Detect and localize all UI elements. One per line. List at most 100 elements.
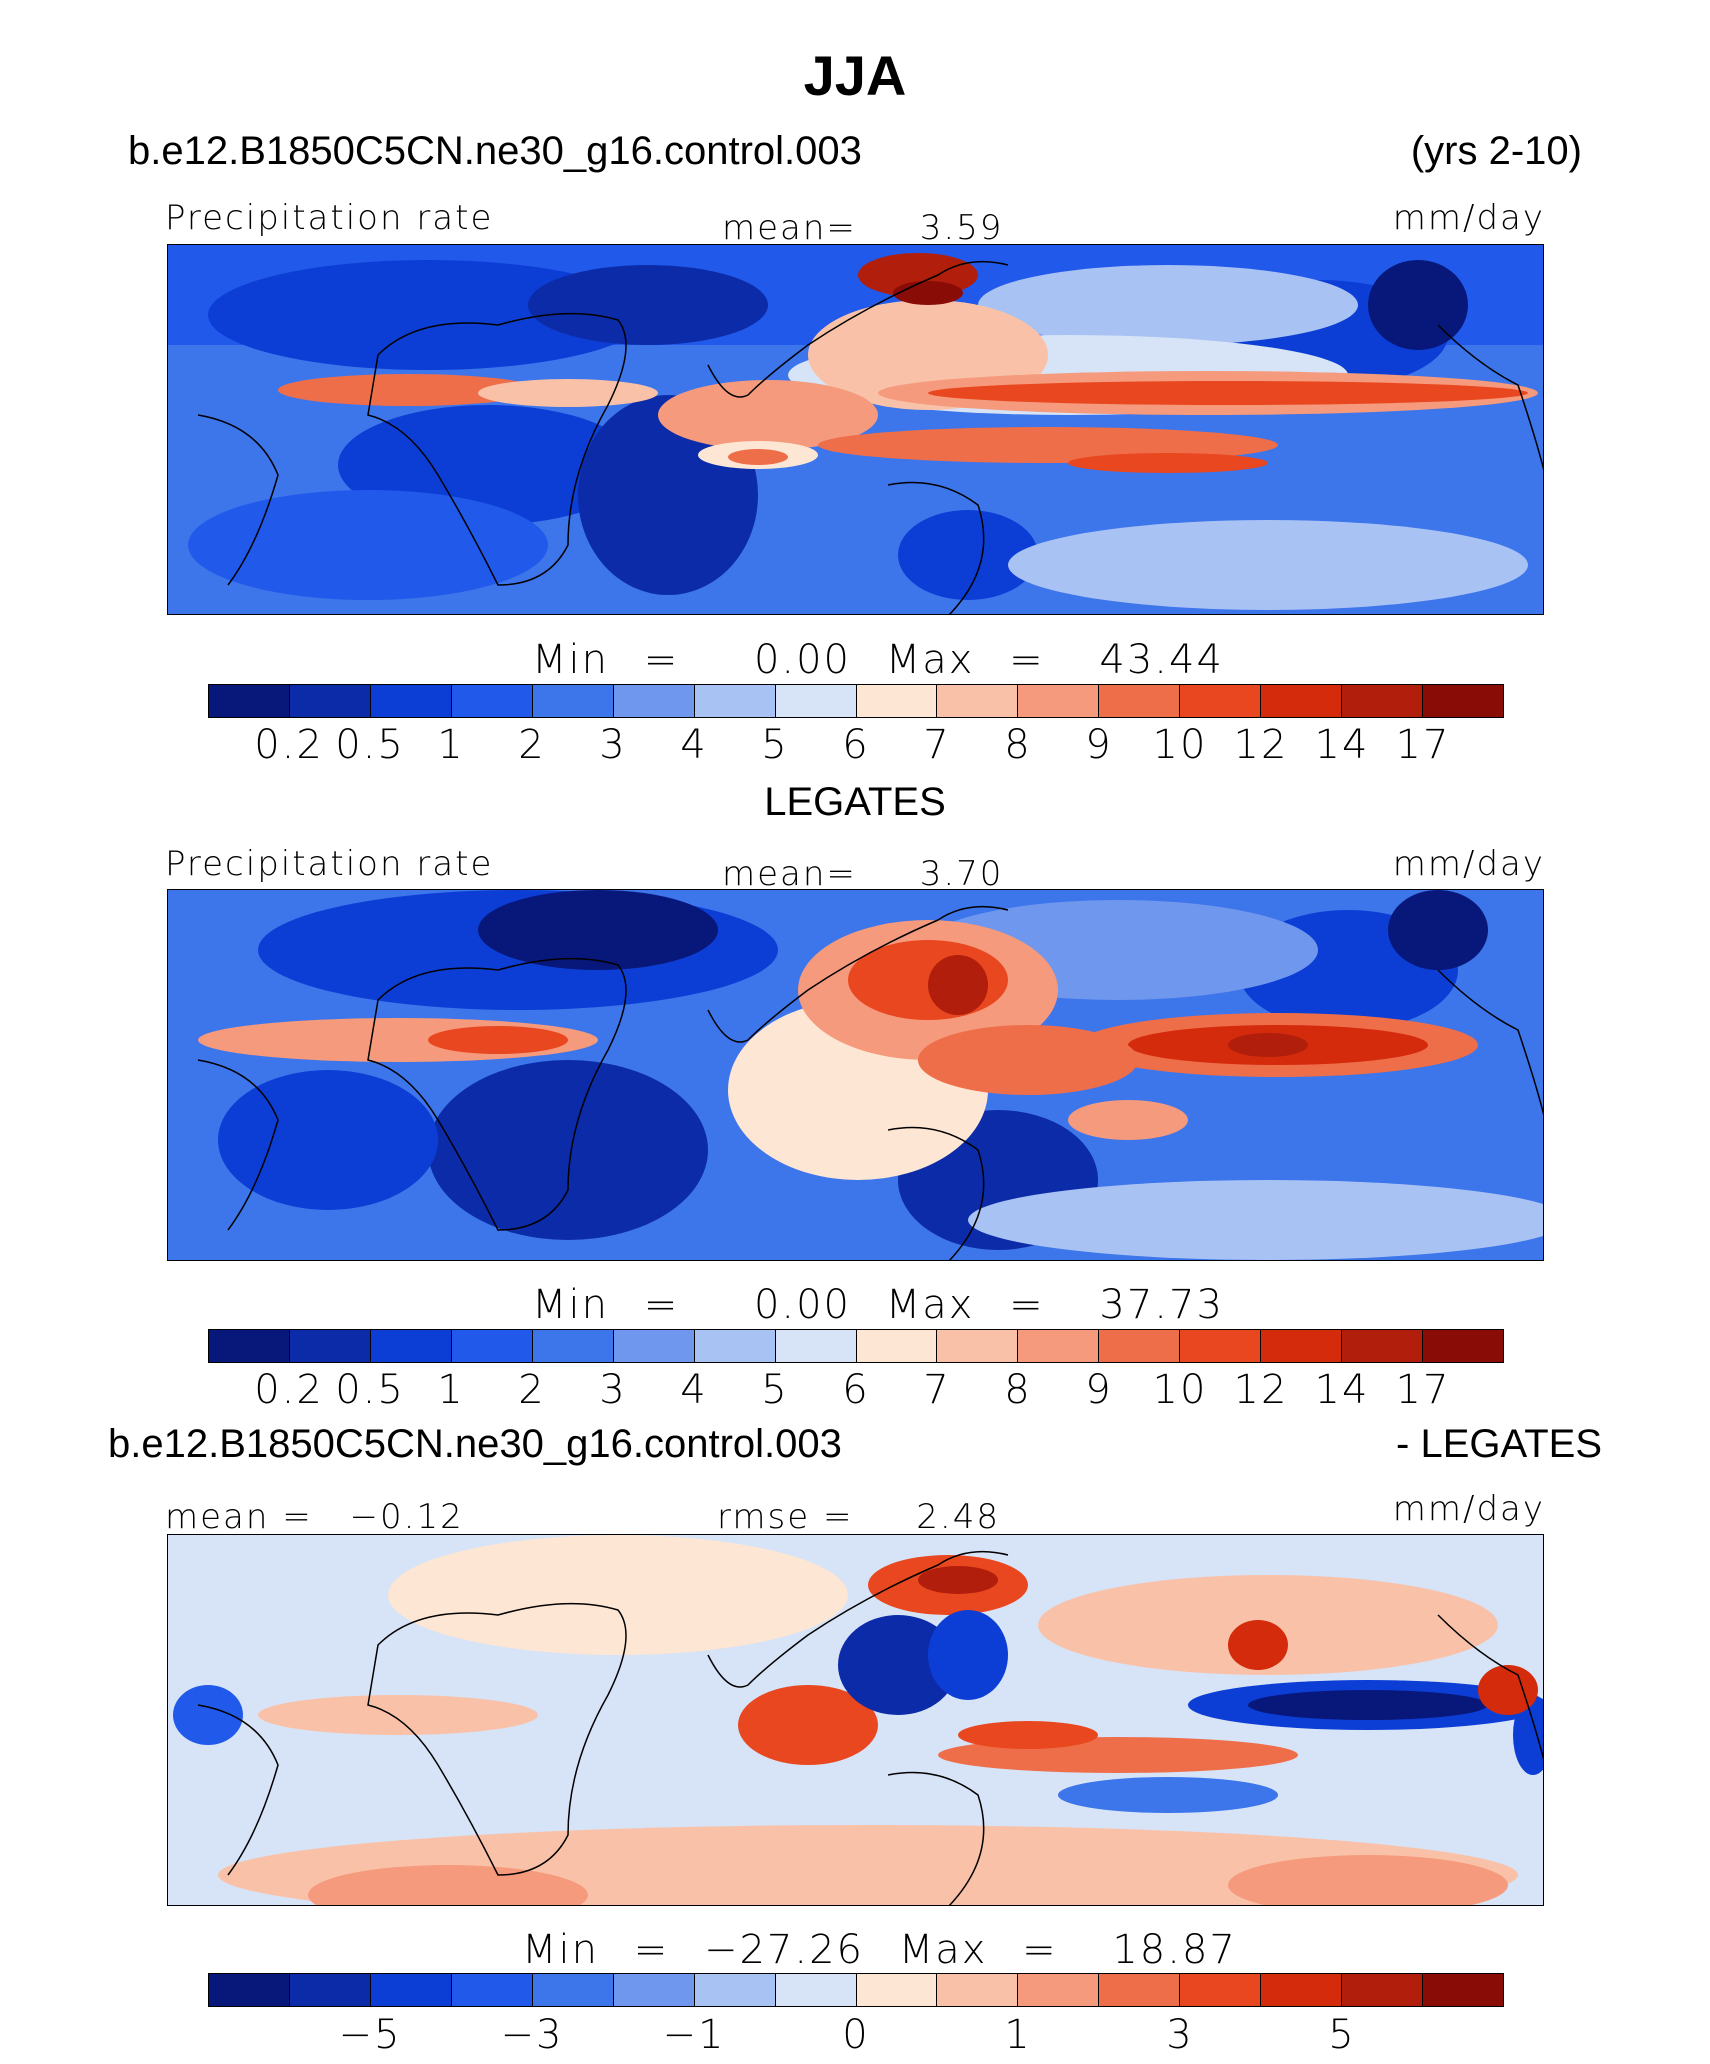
- colorbar-swatch: [1018, 1974, 1100, 2006]
- colorbar-swatch: [289, 1974, 371, 2006]
- colorbar-swatch: [694, 1974, 776, 2006]
- colorbar-tick-label: 1: [437, 722, 465, 768]
- colorbar-swatch: [532, 1330, 614, 1362]
- panel1-min-value: 0.00: [753, 637, 851, 683]
- colorbar-tick-label: 5: [1328, 2012, 1356, 2058]
- colorbar-tick-label: 2: [518, 722, 546, 768]
- colorbar-tick-label: 12: [1233, 1367, 1289, 1413]
- colorbar-swatch: [370, 1974, 452, 2006]
- panel3-suffix: - LEGATES: [1396, 1422, 1602, 1466]
- colorbar-tick-label: 1: [437, 1367, 465, 1413]
- coastline-outlines: [197, 260, 1543, 614]
- colorbar-swatch: [1342, 685, 1424, 717]
- colorbar-swatch: [775, 685, 857, 717]
- colorbar-tick-label: 0.5: [335, 722, 405, 768]
- panel3-rmse-value: 2.48: [916, 1497, 1000, 1537]
- panel3-max-label: Max: [898, 1927, 988, 1973]
- colorbar-swatch: [451, 1974, 533, 2006]
- colorbar-tick-label: 4: [680, 722, 708, 768]
- panel2-max-label: Max: [885, 1282, 975, 1328]
- panel1-case-name: b.e12.B1850C5CN.ne30_g16.control.003: [128, 129, 862, 173]
- panel3-map: [167, 1534, 1544, 1906]
- panel1-variable: Precipitation rate: [165, 198, 494, 238]
- colorbar-swatch: [856, 1974, 938, 2006]
- panel3-case-name: b.e12.B1850C5CN.ne30_g16.control.003: [108, 1422, 842, 1466]
- colorbar-tick-label: 0.2: [254, 1367, 324, 1413]
- colorbar-tick-label: −1: [662, 2012, 726, 2058]
- colorbar-swatch: [694, 1330, 776, 1362]
- colorbar-tick-label: 9: [1085, 722, 1113, 768]
- colorbar-swatch: [532, 685, 614, 717]
- colorbar-tick-label: 0.5: [335, 1367, 405, 1413]
- colorbar-swatch: [1261, 1330, 1343, 1362]
- colorbar-swatch: [1180, 685, 1262, 717]
- colorbar-tick-label: 5: [761, 1367, 789, 1413]
- colorbar-swatch: [451, 1330, 533, 1362]
- colorbar-tick-label: 1: [1004, 2012, 1032, 2058]
- panel2-max-value: 37.73: [1099, 1282, 1224, 1328]
- colorbar-tick-label: 7: [923, 722, 951, 768]
- colorbar-swatch: [451, 685, 533, 717]
- colorbar-tick-label: 12: [1233, 722, 1289, 768]
- panel1-mean-label: mean=: [722, 208, 857, 248]
- panel3-max-value: 18.87: [1112, 1927, 1237, 1973]
- colorbar-tick-label: −5: [338, 2012, 402, 2058]
- colorbar-swatch: [856, 1330, 938, 1362]
- panel2-mean: mean= 3.70: [722, 857, 1003, 891]
- colorbar-swatch: [937, 1330, 1019, 1362]
- colorbar-tick-label: 4: [680, 1367, 708, 1413]
- panel1-map: [167, 244, 1544, 615]
- colorbar-tick-label: 3: [1166, 2012, 1194, 2058]
- colorbar-swatch: [613, 1974, 695, 2006]
- panel3-units: mm/day: [1392, 1489, 1545, 1529]
- panel3-colorbar: [208, 1973, 1504, 2007]
- panel3-colorbar-ticks: −5 −3 −1 0 1 3 5: [0, 2012, 1710, 2058]
- colorbar-swatch: [1342, 1330, 1424, 1362]
- panel1-max-value: 43.44: [1099, 637, 1224, 683]
- figure-title: JJA: [803, 44, 907, 107]
- colorbar-swatch: [209, 1974, 290, 2006]
- panel2-field: [168, 890, 1543, 1260]
- colorbar-swatch: [1099, 685, 1181, 717]
- colorbar-tick-label: 9: [1085, 1367, 1113, 1413]
- panel1-mean: mean= 3.59: [722, 211, 1003, 245]
- colorbar-tick-label: 5: [761, 722, 789, 768]
- panel2-units: mm/day: [1392, 844, 1545, 884]
- colorbar-tick-label: 10: [1152, 1367, 1208, 1413]
- panel2-colorbar: [208, 1329, 1504, 1363]
- colorbar-tick-label: 8: [1004, 1367, 1032, 1413]
- panel1-units: mm/day: [1392, 198, 1545, 238]
- colorbar-tick-label: 8: [1004, 722, 1032, 768]
- colorbar-tick-label: 2: [518, 1367, 546, 1413]
- panel2-minmax: Min = 0.00 Max = 37.73: [532, 1282, 1224, 1328]
- colorbar-swatch: [613, 1330, 695, 1362]
- colorbar-swatch: [370, 685, 452, 717]
- colorbar-swatch: [1342, 1974, 1424, 2006]
- panel1-mean-value: 3.59: [919, 208, 1004, 248]
- colorbar-tick-label: 0: [842, 2012, 870, 2058]
- colorbar-swatch: [209, 1330, 290, 1362]
- panel2-mean-label: mean=: [722, 854, 857, 894]
- panel3-mean-value: −0.12: [349, 1497, 464, 1537]
- panel1-max-label: Max: [885, 637, 975, 683]
- colorbar-swatch: [289, 685, 371, 717]
- colorbar-swatch: [775, 1330, 857, 1362]
- colorbar-tick-label: 6: [842, 722, 870, 768]
- colorbar-swatch: [775, 1974, 857, 2006]
- panel3-mean-label: mean =: [165, 1497, 313, 1537]
- panel3-min-label: Min: [522, 1927, 599, 1973]
- panel2-variable: Precipitation rate: [165, 844, 494, 884]
- colorbar-swatch: [1261, 1974, 1343, 2006]
- panel1-field: [168, 245, 1543, 614]
- colorbar-tick-label: 0.2: [254, 722, 324, 768]
- colorbar-tick-label: 14: [1314, 1367, 1370, 1413]
- colorbar-tick-label: 10: [1152, 722, 1208, 768]
- colorbar-swatch: [1018, 1330, 1100, 1362]
- panel2-min-label: Min: [532, 1282, 609, 1328]
- panel2-mean-value: 3.70: [919, 854, 1004, 894]
- colorbar-swatch: [937, 685, 1019, 717]
- colorbar-swatch: [1099, 1330, 1181, 1362]
- colorbar-swatch: [1099, 1974, 1181, 2006]
- colorbar-swatch: [209, 685, 290, 717]
- colorbar-tick-label: 17: [1395, 1367, 1451, 1413]
